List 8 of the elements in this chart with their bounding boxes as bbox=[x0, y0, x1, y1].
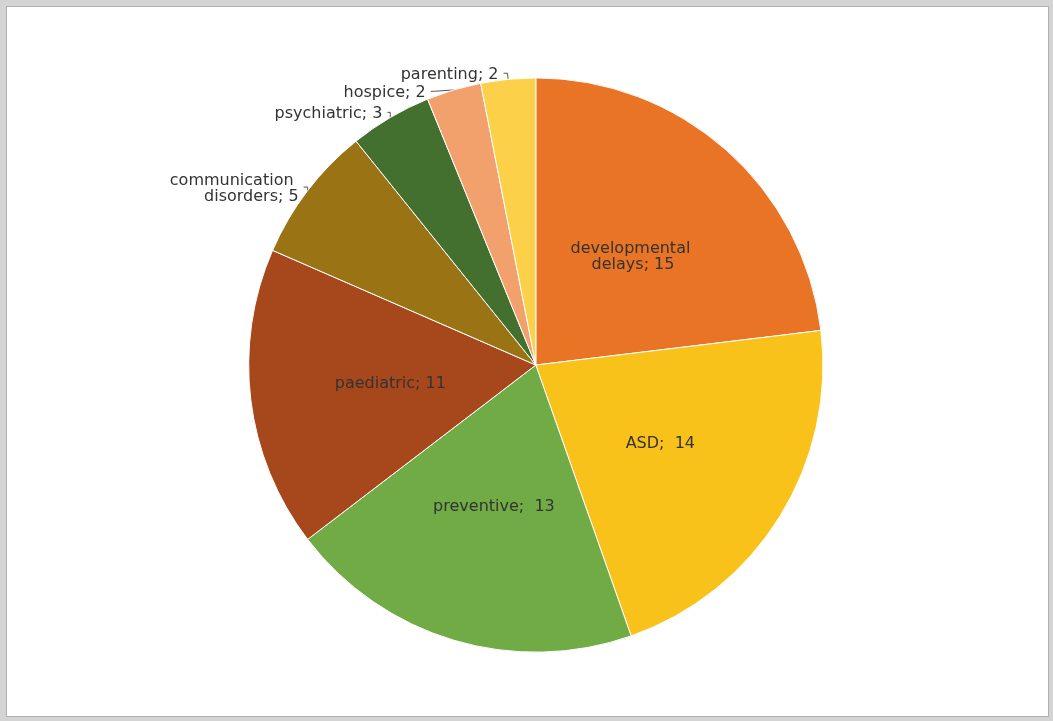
slice-label: psychiatric; 3 bbox=[274, 102, 383, 122]
slice-label: developmental delays; 15 bbox=[570, 237, 696, 273]
slice-label: preventive; 13 bbox=[433, 496, 555, 515]
slice-label: hospice; 2 bbox=[343, 81, 426, 101]
slice-label: ASD; 14 bbox=[625, 432, 696, 452]
slice-label: communication disorders; 5 bbox=[169, 169, 299, 205]
slice-label: paediatric; 11 bbox=[334, 373, 446, 393]
slice-label: parenting; 2 bbox=[400, 63, 499, 83]
